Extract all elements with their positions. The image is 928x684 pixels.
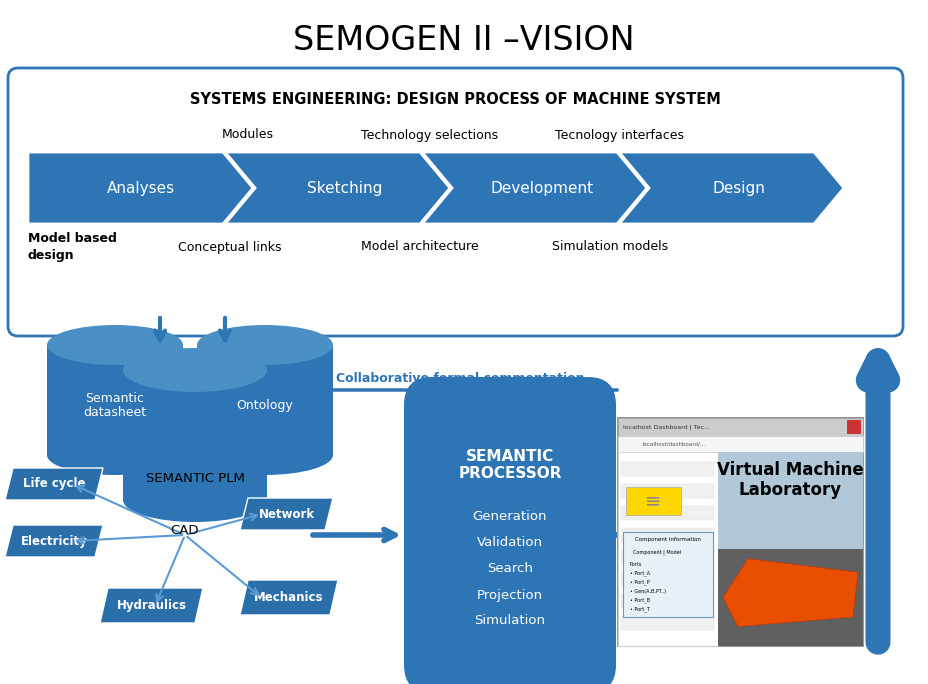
FancyBboxPatch shape xyxy=(8,68,902,336)
Text: ≡: ≡ xyxy=(644,492,661,510)
Bar xyxy=(620,616,714,630)
Polygon shape xyxy=(28,152,252,224)
Text: Conceptual links: Conceptual links xyxy=(178,241,281,254)
Text: • Gen(A,B,PT..): • Gen(A,B,PT..) xyxy=(629,588,665,594)
Bar xyxy=(620,484,714,498)
FancyBboxPatch shape xyxy=(122,370,266,500)
Text: Model based
design: Model based design xyxy=(28,233,117,261)
Polygon shape xyxy=(722,559,857,627)
Text: SEMOGEN II –VISION: SEMOGEN II –VISION xyxy=(293,23,634,57)
FancyBboxPatch shape xyxy=(717,549,862,646)
Polygon shape xyxy=(239,580,338,615)
Text: Component Information: Component Information xyxy=(635,538,701,542)
FancyBboxPatch shape xyxy=(617,452,717,646)
FancyBboxPatch shape xyxy=(717,452,862,646)
Text: SYSTEMS ENGINEERING: DESIGN PROCESS OF MACHINE SYSTEM: SYSTEMS ENGINEERING: DESIGN PROCESS OF M… xyxy=(189,92,719,107)
Bar xyxy=(620,572,714,586)
Text: Semantic
datasheet: Semantic datasheet xyxy=(84,391,147,419)
Text: Tecnology interfaces: Tecnology interfaces xyxy=(555,129,684,142)
Text: Hydraulics: Hydraulics xyxy=(116,599,187,612)
Text: Validation: Validation xyxy=(476,536,542,549)
Ellipse shape xyxy=(47,435,183,475)
Bar xyxy=(620,594,714,608)
Text: Development: Development xyxy=(490,181,593,196)
Polygon shape xyxy=(5,525,103,557)
Text: Simulation: Simulation xyxy=(474,614,545,627)
FancyBboxPatch shape xyxy=(617,436,862,452)
Ellipse shape xyxy=(122,478,266,522)
Text: Simulation models: Simulation models xyxy=(551,241,667,254)
Bar xyxy=(620,462,714,476)
Text: Generation: Generation xyxy=(472,510,547,523)
Ellipse shape xyxy=(122,348,266,392)
Polygon shape xyxy=(100,588,203,623)
Text: SEMANTIC PLM: SEMANTIC PLM xyxy=(146,471,244,484)
Polygon shape xyxy=(239,498,332,530)
Text: Modules: Modules xyxy=(222,129,274,142)
Text: Mechanics: Mechanics xyxy=(254,591,323,604)
Polygon shape xyxy=(421,152,646,224)
FancyBboxPatch shape xyxy=(617,418,862,646)
Text: Model architecture: Model architecture xyxy=(361,241,478,254)
Text: Search: Search xyxy=(486,562,533,575)
Ellipse shape xyxy=(197,435,332,475)
Text: Component | Model: Component | Model xyxy=(632,549,680,555)
Text: localhost Dashboard | Tec...: localhost Dashboard | Tec... xyxy=(623,424,709,430)
Text: CAD: CAD xyxy=(171,523,199,536)
Text: Virtual Machine
Laboratory: Virtual Machine Laboratory xyxy=(716,460,863,499)
Bar xyxy=(620,506,714,520)
FancyBboxPatch shape xyxy=(404,377,615,684)
Text: Ports: Ports xyxy=(629,562,641,566)
Polygon shape xyxy=(5,468,103,500)
Text: Collaborative formal commentation: Collaborative formal commentation xyxy=(335,371,584,384)
Bar xyxy=(846,420,860,434)
Polygon shape xyxy=(225,152,449,224)
Text: Design: Design xyxy=(712,181,765,196)
FancyBboxPatch shape xyxy=(47,345,183,455)
Text: localhost/dashboard/...: localhost/dashboard/... xyxy=(642,441,705,447)
Text: Life cycle: Life cycle xyxy=(22,477,85,490)
Text: Projection: Projection xyxy=(476,588,543,601)
Text: • Port_T: • Port_T xyxy=(629,606,649,612)
Text: Network: Network xyxy=(258,508,315,521)
Ellipse shape xyxy=(47,325,183,365)
Text: Technology selections: Technology selections xyxy=(361,129,498,142)
FancyBboxPatch shape xyxy=(197,345,332,455)
Text: SEMANTIC
PROCESSOR: SEMANTIC PROCESSOR xyxy=(458,449,561,482)
FancyBboxPatch shape xyxy=(617,418,862,436)
Ellipse shape xyxy=(197,325,332,365)
Text: • Port_P: • Port_P xyxy=(629,579,649,585)
Text: • Port_B: • Port_B xyxy=(629,597,650,603)
Bar xyxy=(620,528,714,542)
Bar xyxy=(625,487,680,515)
FancyBboxPatch shape xyxy=(623,532,712,617)
Text: • Port_A: • Port_A xyxy=(629,570,650,576)
Text: Electricity: Electricity xyxy=(20,534,87,547)
Text: Ontology: Ontology xyxy=(237,399,293,412)
Bar xyxy=(620,550,714,564)
Text: Sketching: Sketching xyxy=(307,181,382,196)
FancyBboxPatch shape xyxy=(717,452,862,549)
Polygon shape xyxy=(618,152,844,224)
Text: Analyses: Analyses xyxy=(107,181,174,196)
